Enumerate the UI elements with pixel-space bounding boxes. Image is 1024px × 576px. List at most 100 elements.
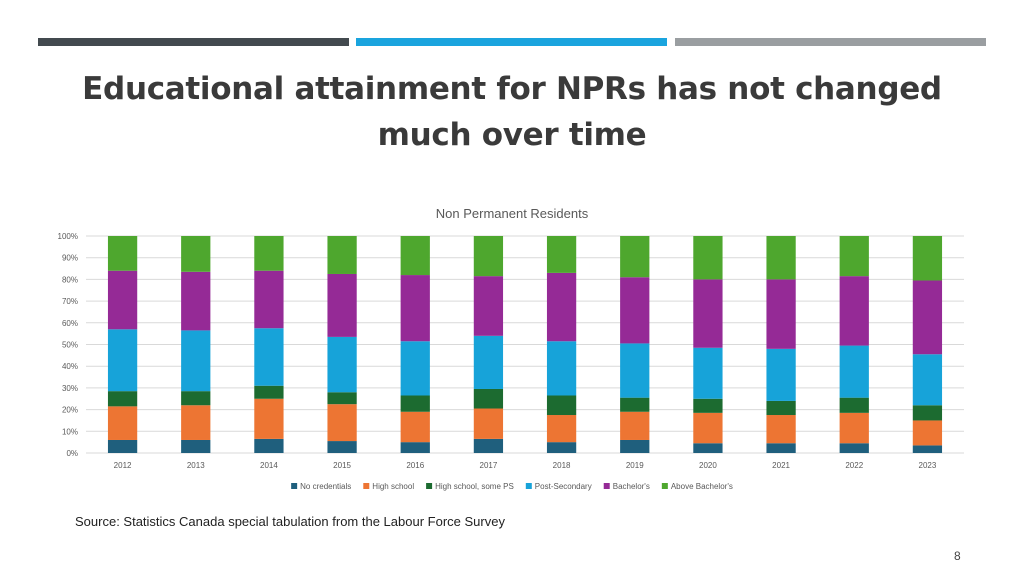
bar-segment — [839, 443, 869, 453]
bar-segment — [254, 236, 284, 271]
bar-segment — [327, 392, 357, 405]
y-tick-label: 30% — [62, 384, 78, 393]
bar-segment — [400, 236, 430, 276]
bar-segment — [473, 408, 504, 439]
bar-segment — [107, 391, 138, 407]
y-tick-label: 20% — [62, 406, 78, 415]
legend-label: Bachelor's — [613, 482, 650, 491]
legend-swatch — [525, 483, 532, 489]
legend-label: No credentials — [300, 482, 351, 491]
bar-segment — [400, 411, 430, 443]
bar-segment — [327, 336, 357, 393]
bar-segment — [107, 236, 138, 271]
x-tick-label: 2017 — [480, 461, 498, 470]
bar-segment — [620, 343, 650, 398]
bar-segment — [107, 439, 138, 453]
bar-segment — [473, 438, 504, 453]
legend-item: Bachelor's — [603, 482, 650, 491]
bar-segment — [912, 236, 943, 281]
bar-segment — [839, 345, 869, 398]
y-tick-label: 90% — [62, 254, 78, 263]
x-tick-label: 2022 — [845, 461, 863, 470]
page-number: 8 — [954, 549, 961, 563]
bar-segment — [766, 279, 796, 349]
bar-segment — [400, 275, 430, 342]
legend-swatch — [363, 483, 370, 489]
bar-segment — [620, 236, 650, 278]
y-tick-label: 0% — [66, 449, 78, 458]
x-tick-label: 2019 — [626, 461, 644, 470]
y-tick-label: 80% — [62, 275, 78, 284]
x-tick-label: 2018 — [553, 461, 571, 470]
bar-segment — [546, 442, 577, 453]
legend-item: Post-Secondary — [525, 482, 592, 491]
y-tick-label: 50% — [62, 341, 78, 350]
x-tick-label: 2015 — [333, 461, 351, 470]
bar-segment — [839, 412, 869, 444]
bar-segment — [400, 395, 430, 412]
header-bar-middle — [356, 38, 667, 46]
bar-segment — [107, 329, 138, 392]
bar-segment — [620, 439, 650, 453]
bar-segment — [620, 397, 650, 412]
bar-segment — [912, 445, 943, 453]
chart-legend: No credentials High school High school, so… — [291, 482, 733, 491]
bar-segment — [546, 236, 577, 273]
y-axis: 0% 10% 20% 30% 40% 50% 60% 70% 80% 90% 100% — [58, 232, 78, 458]
x-tick-label: 2013 — [187, 461, 205, 470]
bar-segment — [327, 441, 357, 453]
x-tick-label: 2020 — [699, 461, 717, 470]
bar-segment — [620, 277, 650, 344]
bar-segment — [107, 406, 138, 440]
header-bar-right — [675, 38, 986, 46]
bar-segment — [766, 443, 796, 453]
bar-segment — [766, 415, 796, 444]
chart-title: Non Permanent Residents — [436, 206, 589, 221]
bar-segment — [693, 412, 723, 444]
y-tick-label: 60% — [62, 319, 78, 328]
bar-segment — [693, 398, 723, 413]
legend-swatch — [426, 483, 433, 489]
bar-segment — [693, 279, 723, 348]
bar-segment — [181, 236, 211, 272]
legend-item: Above Bachelor's — [661, 482, 733, 491]
legend-label: Post-Secondary — [535, 482, 592, 491]
x-axis: 2012 2013 2014 2015 2016 2017 2018 2019 2020 2021… — [114, 461, 937, 470]
bar-segment — [181, 405, 211, 440]
x-tick-label: 2016 — [406, 461, 424, 470]
bar-segment — [254, 270, 284, 329]
legend-item: No credentials — [291, 482, 351, 491]
bar-segment — [912, 420, 943, 446]
bar-segment — [766, 236, 796, 280]
bar-segment — [107, 270, 138, 330]
bar-segment — [693, 236, 723, 280]
legend-item: High school, some PS — [426, 482, 514, 491]
legend-swatch — [661, 483, 668, 489]
bar-segment — [839, 397, 869, 413]
bar-segment — [839, 236, 869, 277]
header-bar-left — [38, 38, 349, 46]
chart-gridlines — [86, 235, 964, 454]
slide-title: Educational attainment for NPRs has not … — [82, 71, 942, 153]
bar-segment — [181, 439, 211, 453]
bar-segment — [254, 398, 284, 439]
x-tick-label: 2012 — [114, 461, 132, 470]
legend-label: High school, some PS — [435, 482, 514, 491]
bar-segment — [327, 404, 357, 442]
bar-segment — [254, 385, 284, 399]
legend-label: Above Bachelor's — [671, 482, 733, 491]
bar-segment — [473, 236, 504, 277]
bar-segment — [912, 280, 943, 355]
x-tick-label: 2014 — [260, 461, 278, 470]
bar-segment — [912, 405, 943, 421]
bar-segment — [766, 400, 796, 416]
bar-segment — [327, 236, 357, 274]
bar-segment — [181, 271, 211, 331]
bar-segment — [546, 395, 577, 416]
chart-bars — [107, 236, 943, 453]
bar-segment — [473, 335, 504, 389]
bar-segment — [912, 354, 943, 406]
y-tick-label: 40% — [62, 362, 78, 371]
bar-segment — [327, 273, 357, 337]
